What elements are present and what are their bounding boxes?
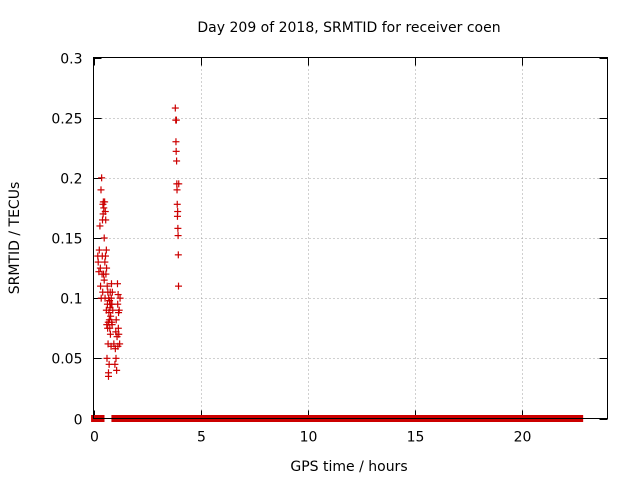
data-point (101, 258, 109, 266)
x-tick-label: 20 (514, 430, 532, 446)
data-point (94, 258, 102, 266)
data-point (107, 294, 115, 302)
data-point (171, 104, 179, 112)
data-point (100, 234, 108, 242)
chart-title: Day 209 of 2018, SRMTID for receiver coe… (197, 20, 500, 36)
x-axis-label: GPS time / hours (290, 459, 407, 475)
data-point (97, 282, 105, 290)
data-point (175, 180, 183, 188)
x-tick-label: 10 (300, 430, 318, 446)
data-point (96, 222, 104, 230)
data-point (174, 224, 182, 232)
data-point (173, 157, 181, 165)
data-point (101, 198, 109, 206)
data-point (108, 288, 116, 296)
data-point (115, 306, 123, 314)
data-point (107, 312, 115, 320)
data-point (100, 204, 108, 212)
data-point (95, 246, 103, 254)
data-point (97, 186, 105, 194)
data-point (114, 300, 122, 308)
data-point (113, 280, 121, 288)
data-point (114, 324, 122, 332)
y-tick-label: 0 (74, 413, 83, 429)
data-point (109, 306, 117, 314)
data-point (101, 208, 109, 216)
data-point (174, 208, 182, 216)
y-tick-label: 0.25 (51, 112, 82, 128)
data-point (172, 116, 180, 124)
data-point (172, 147, 180, 155)
y-tick-label: 0.2 (60, 172, 82, 188)
y-tick-label: 0.1 (60, 292, 82, 308)
data-point (116, 340, 124, 348)
data-point (100, 276, 108, 284)
data-point (175, 282, 183, 290)
data-point (111, 360, 119, 368)
data-point (105, 309, 113, 317)
data-point (104, 372, 112, 380)
y-tick-label: 0.3 (60, 52, 82, 68)
data-point (102, 216, 110, 224)
data-point (103, 264, 111, 272)
data-point (103, 282, 111, 290)
data-point (96, 264, 104, 272)
data-point (115, 330, 123, 338)
axis-ticks: 0 0.05 0.1 0.15 0.2 0.25 0.3 0 5 10 15 20 (51, 52, 608, 446)
data-point (106, 324, 114, 332)
x-tick-label: 0 (90, 430, 99, 446)
data-points (91, 104, 584, 422)
y-tick-label: 0.15 (51, 232, 82, 248)
data-point (174, 232, 182, 240)
data-point (113, 366, 121, 374)
data-point (98, 174, 106, 182)
data-point (172, 138, 180, 146)
y-tick-label: 0.05 (51, 352, 82, 368)
data-point (108, 321, 116, 329)
plot-frame (93, 57, 608, 419)
y-axis-label: SRMTID / TECUs (7, 182, 23, 295)
data-point (174, 251, 182, 259)
x-tick-label: 5 (197, 430, 206, 446)
data-point (101, 252, 109, 260)
data-point (102, 246, 110, 254)
x-tick-label: 15 (407, 430, 425, 446)
data-point (173, 186, 181, 194)
data-point (112, 316, 120, 324)
data-point (102, 270, 110, 278)
data-point (103, 354, 111, 362)
data-point (106, 330, 114, 338)
data-point (114, 291, 122, 299)
data-point (173, 200, 181, 208)
data-point (107, 280, 115, 288)
data-point (116, 294, 124, 302)
data-point (112, 354, 120, 362)
grid (93, 57, 608, 419)
